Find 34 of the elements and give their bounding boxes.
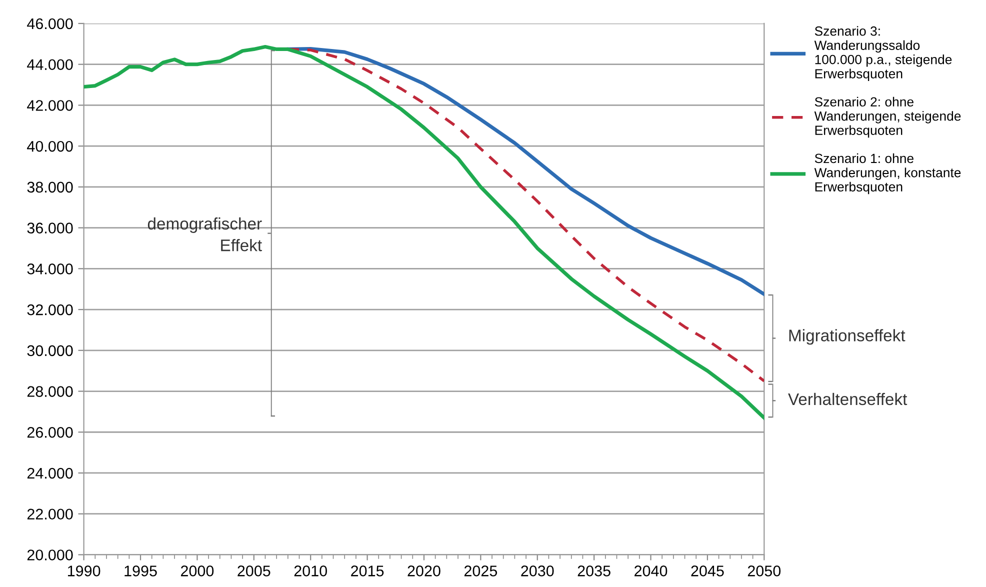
y-tick-label: 42.000 — [27, 100, 73, 111]
x-tick-label: 2050 — [748, 566, 781, 576]
x-tick-label: 2020 — [408, 566, 440, 576]
x-tick-label: 2025 — [464, 566, 498, 576]
y-tick-label: 30.000 — [27, 345, 73, 356]
y-tick-label: 32.000 — [27, 304, 73, 316]
x-tick-label: 2000 — [180, 566, 214, 576]
x-tick-label: 2035 — [578, 566, 610, 576]
text: Migrationseffekt — [789, 329, 906, 345]
annotation: demografischer Effekt — [148, 217, 262, 252]
x-tick-label: 1990 — [68, 566, 100, 576]
x-tick-label: 1995 — [124, 566, 157, 576]
y-tick-label: 38.000 — [27, 182, 73, 193]
text: Verhaltenseffekt — [788, 392, 908, 406]
y-tick-label: 24.000 — [27, 468, 73, 479]
y-tick-label: 20.000 — [27, 550, 73, 560]
x-tick-label: 2010 — [294, 566, 327, 576]
y-tick-label: 34.000 — [27, 264, 73, 274]
x-tick-label: 2015 — [351, 566, 384, 576]
y-tick-label: 28.000 — [27, 386, 73, 397]
x-tick-label: 2030 — [521, 566, 554, 576]
legend-label: Szenario 1: ohne Wanderungen, konstante Erwerbsquoten — [814, 153, 961, 194]
x-tick-label: 2045 — [691, 566, 724, 576]
y-tick-label: 36.000 — [27, 222, 73, 234]
x-tick-label: 2040 — [634, 566, 668, 576]
y-tick-label: 22.000 — [27, 508, 73, 520]
line-series — [84, 44, 764, 420]
legend-label: Szenario 2: ohne Wanderungen, steigende Erwerbsquoten — [814, 96, 961, 138]
legend-label: Szenario 3: Wanderungssaldo 100.000 p.a., steigende Erwerbsquoten — [814, 26, 952, 82]
y-tick-label: 26.000 — [27, 426, 73, 438]
y-tick-label: 40.000 — [27, 140, 73, 152]
y-tick-label: 44.000 — [27, 59, 73, 70]
y-tick-label: 46.000 — [27, 18, 73, 30]
x-tick-label: 2005 — [238, 566, 270, 576]
